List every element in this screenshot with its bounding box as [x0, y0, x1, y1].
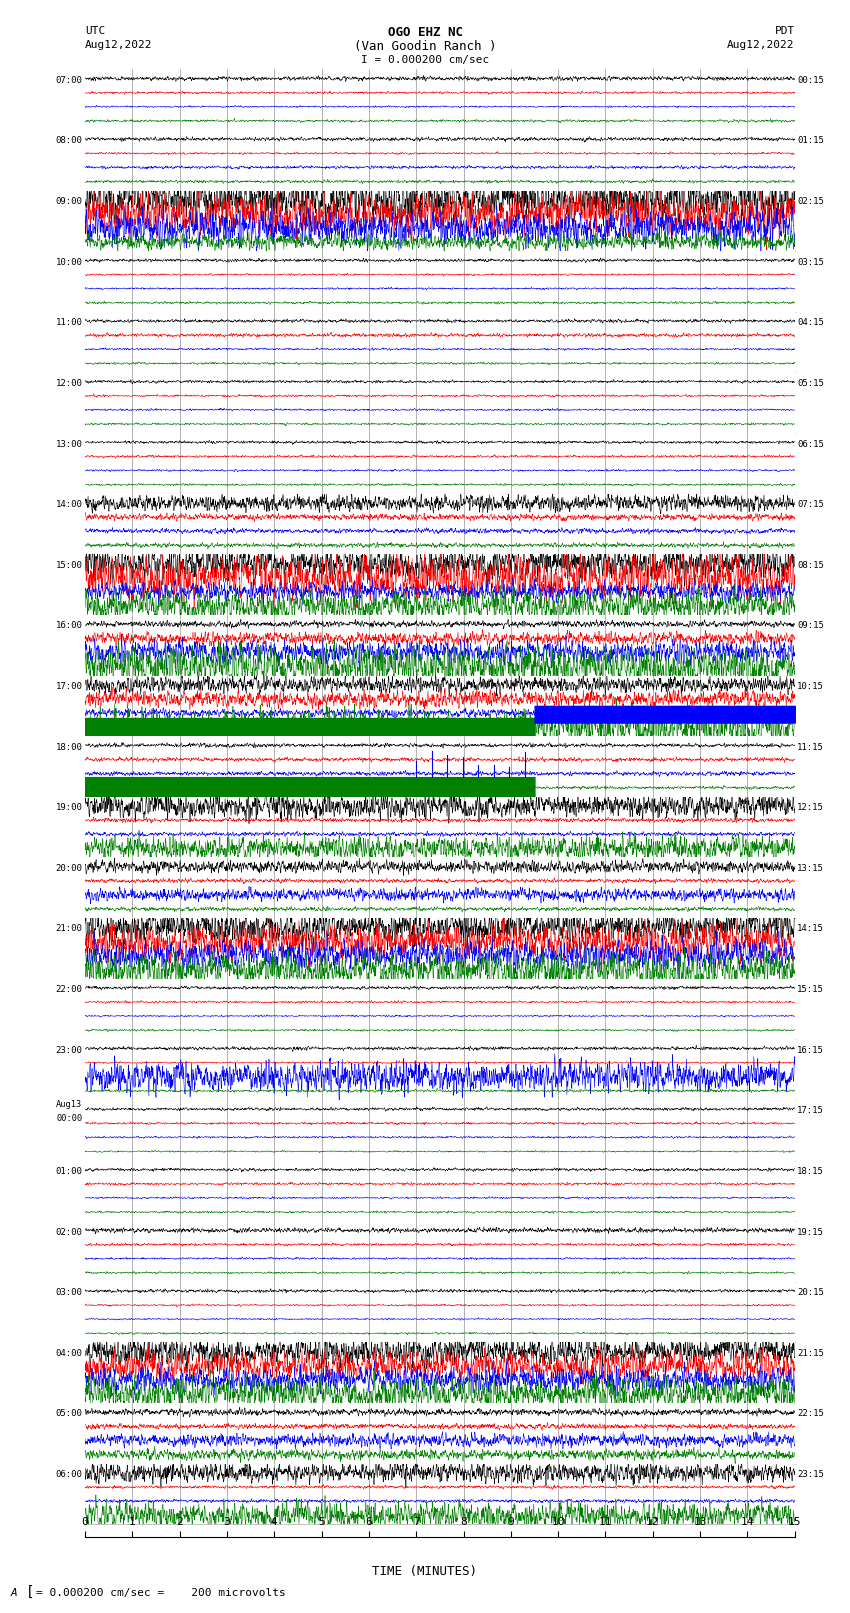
Text: Aug12,2022: Aug12,2022	[728, 40, 795, 50]
Text: 20:00: 20:00	[55, 865, 82, 873]
Text: [: [	[26, 1584, 34, 1598]
Text: 06:00: 06:00	[55, 1469, 82, 1479]
Text: 10:15: 10:15	[797, 682, 824, 690]
Text: 05:00: 05:00	[55, 1410, 82, 1418]
Text: 22:00: 22:00	[55, 986, 82, 994]
Text: 00:00: 00:00	[56, 1113, 82, 1123]
Text: 11:15: 11:15	[797, 742, 824, 752]
Text: 22:15: 22:15	[797, 1410, 824, 1418]
Text: 00:15: 00:15	[797, 76, 824, 85]
Text: 05:15: 05:15	[797, 379, 824, 387]
Text: 03:15: 03:15	[797, 258, 824, 266]
Text: 11:00: 11:00	[55, 318, 82, 327]
Text: 01:00: 01:00	[55, 1166, 82, 1176]
Text: 14:15: 14:15	[797, 924, 824, 934]
Text: (Van Goodin Ranch ): (Van Goodin Ranch )	[354, 40, 496, 53]
Text: 09:15: 09:15	[797, 621, 824, 631]
Text: 17:15: 17:15	[797, 1107, 824, 1115]
Text: 18:00: 18:00	[55, 742, 82, 752]
Text: 08:15: 08:15	[797, 561, 824, 569]
Text: 12:15: 12:15	[797, 803, 824, 813]
Text: 07:00: 07:00	[55, 76, 82, 85]
Text: I = 0.000200 cm/sec: I = 0.000200 cm/sec	[361, 55, 489, 65]
Text: 16:15: 16:15	[797, 1045, 824, 1055]
Text: 02:00: 02:00	[55, 1227, 82, 1237]
Text: 21:15: 21:15	[797, 1348, 824, 1358]
Text: 12:00: 12:00	[55, 379, 82, 387]
Text: OGO EHZ NC: OGO EHZ NC	[388, 26, 462, 39]
Text: 10:00: 10:00	[55, 258, 82, 266]
Text: 13:00: 13:00	[55, 439, 82, 448]
Text: PDT: PDT	[774, 26, 795, 35]
Text: TIME (MINUTES): TIME (MINUTES)	[372, 1565, 478, 1578]
Text: 13:15: 13:15	[797, 865, 824, 873]
Text: A: A	[10, 1589, 17, 1598]
Text: 17:00: 17:00	[55, 682, 82, 690]
Text: 06:15: 06:15	[797, 439, 824, 448]
Text: UTC: UTC	[85, 26, 105, 35]
Text: 23:15: 23:15	[797, 1469, 824, 1479]
Text: 03:00: 03:00	[55, 1289, 82, 1297]
Text: 07:15: 07:15	[797, 500, 824, 510]
Text: 20:15: 20:15	[797, 1289, 824, 1297]
Text: Aug12,2022: Aug12,2022	[85, 40, 152, 50]
Text: 04:15: 04:15	[797, 318, 824, 327]
Text: 18:15: 18:15	[797, 1166, 824, 1176]
Text: 15:00: 15:00	[55, 561, 82, 569]
Text: 14:00: 14:00	[55, 500, 82, 510]
Text: 23:00: 23:00	[55, 1045, 82, 1055]
Text: 16:00: 16:00	[55, 621, 82, 631]
Text: 01:15: 01:15	[797, 137, 824, 145]
Text: Aug13: Aug13	[56, 1100, 82, 1110]
Text: 08:00: 08:00	[55, 137, 82, 145]
Text: 09:00: 09:00	[55, 197, 82, 206]
Text: 15:15: 15:15	[797, 986, 824, 994]
Text: 19:00: 19:00	[55, 803, 82, 813]
Text: = 0.000200 cm/sec =    200 microvolts: = 0.000200 cm/sec = 200 microvolts	[36, 1589, 286, 1598]
Text: 19:15: 19:15	[797, 1227, 824, 1237]
Text: 04:00: 04:00	[55, 1348, 82, 1358]
Text: 21:00: 21:00	[55, 924, 82, 934]
Text: 02:15: 02:15	[797, 197, 824, 206]
